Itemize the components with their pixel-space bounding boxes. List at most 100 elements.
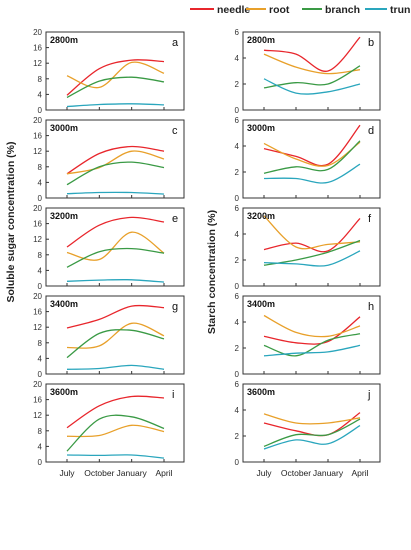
series-line-needle xyxy=(66,304,165,329)
series-line-trunk xyxy=(263,163,361,184)
series-line-needle xyxy=(263,217,361,253)
y-tick-label: 0 xyxy=(235,370,240,379)
y-tick-label: 8 xyxy=(38,163,43,172)
y-tick-label: 20 xyxy=(33,28,42,37)
y-tick-label: 6 xyxy=(235,116,240,125)
panel-d: 0 2 4 6 3000m d xyxy=(235,116,381,203)
legend-label-trunk: trunk xyxy=(390,4,411,16)
x-tick-label: October xyxy=(84,468,114,478)
elevation-label: 3400m xyxy=(50,299,78,309)
panel-e: 0 4 8 12 16 20 3200m e xyxy=(33,204,185,291)
elevation-label: 2800m xyxy=(50,35,78,45)
y-tick-label: 6 xyxy=(235,28,240,37)
panel-frame xyxy=(45,383,185,463)
series-line-branch xyxy=(66,247,165,268)
elevation-label: 2800m xyxy=(247,35,275,45)
y-tick-label: 0 xyxy=(38,458,43,467)
series-line-needle xyxy=(263,316,361,345)
panel-frame xyxy=(45,119,185,199)
series-line-needle xyxy=(66,145,165,175)
legend-label-branch: branch xyxy=(325,4,360,16)
left-y-axis-title: Soluble sugar concentration (%) xyxy=(5,141,17,302)
y-tick-label: 0 xyxy=(38,194,43,203)
series-line-trunk xyxy=(263,78,361,95)
panel-letter: j xyxy=(367,389,370,401)
y-tick-label: 6 xyxy=(235,380,240,389)
y-tick-label: 0 xyxy=(235,106,240,115)
y-tick-label: 8 xyxy=(38,251,43,260)
panel-frame xyxy=(45,31,185,111)
panel-frame xyxy=(242,383,381,463)
series-line-root xyxy=(263,215,361,250)
panel-a: 0 4 8 12 16 20 2800m a xyxy=(33,28,185,115)
y-tick-label: 16 xyxy=(33,308,42,317)
series-line-needle xyxy=(66,216,165,248)
y-tick-label: 2 xyxy=(235,256,240,265)
panel-letter: b xyxy=(368,37,374,49)
series-line-needle xyxy=(263,124,361,167)
y-tick-label: 2 xyxy=(235,168,240,177)
series-line-trunk xyxy=(66,454,165,459)
y-tick-label: 4 xyxy=(235,406,240,415)
y-tick-label: 2 xyxy=(235,80,240,89)
legend-label-root: root xyxy=(269,4,290,16)
y-tick-label: 16 xyxy=(33,396,42,405)
panel-i: 0 4 8 12 16 20 3600m i xyxy=(33,380,185,467)
panel-frame xyxy=(242,119,381,199)
y-tick-label: 4 xyxy=(235,54,240,63)
series-line-branch xyxy=(263,239,361,266)
y-tick-label: 4 xyxy=(38,354,43,363)
series-line-branch xyxy=(263,65,361,89)
legend-label-needle: needle xyxy=(217,4,250,16)
panel-frame xyxy=(242,207,381,287)
series-line-trunk xyxy=(66,279,165,283)
series-line-trunk xyxy=(66,364,165,370)
y-tick-label: 8 xyxy=(38,75,43,84)
series-line-trunk xyxy=(263,425,361,450)
y-tick-label: 20 xyxy=(33,116,42,125)
series-line-root xyxy=(263,314,361,338)
y-tick-label: 0 xyxy=(38,370,43,379)
right-y-axis-title: Starch concentration (%) xyxy=(206,210,218,334)
series-line-trunk xyxy=(263,250,361,267)
y-tick-label: 8 xyxy=(38,427,43,436)
elevation-label: 3000m xyxy=(50,123,78,133)
panel-h: 0 2 4 6 3400m h xyxy=(235,292,381,379)
series-line-root xyxy=(66,322,165,349)
y-tick-label: 20 xyxy=(33,204,42,213)
series-line-branch xyxy=(66,161,165,186)
series-line-branch xyxy=(263,418,361,448)
series-line-branch xyxy=(263,140,361,174)
series-line-trunk xyxy=(66,191,165,195)
series-line-needle xyxy=(66,395,165,429)
x-tick-label: January xyxy=(313,468,344,478)
panel-letter: a xyxy=(172,37,179,49)
panel-f: 0 2 4 6 3200m f xyxy=(235,204,381,291)
panel-frame xyxy=(45,207,185,287)
y-tick-label: 20 xyxy=(33,380,42,389)
y-tick-label: 8 xyxy=(38,339,43,348)
series-line-root xyxy=(263,141,361,167)
y-tick-label: 4 xyxy=(235,318,240,327)
y-tick-label: 12 xyxy=(33,147,42,156)
elevation-label: 3400m xyxy=(247,299,275,309)
y-tick-label: 0 xyxy=(235,194,240,203)
elevation-label: 3600m xyxy=(247,387,275,397)
y-tick-label: 12 xyxy=(33,59,42,68)
y-tick-label: 0 xyxy=(38,282,43,291)
x-tick-label: April xyxy=(155,468,172,478)
panel-frame xyxy=(242,295,381,375)
y-tick-label: 2 xyxy=(235,344,240,353)
series-line-branch xyxy=(66,329,165,359)
y-tick-label: 0 xyxy=(38,106,43,115)
y-tick-label: 6 xyxy=(235,204,240,213)
x-tick-label: January xyxy=(117,468,148,478)
y-tick-label: 4 xyxy=(235,142,240,151)
panel-letter: i xyxy=(172,389,174,401)
x-axis-labels: July October January April July October Januar… xyxy=(59,468,368,478)
y-tick-label: 4 xyxy=(38,90,43,99)
elevation-label: 3200m xyxy=(247,211,275,221)
y-tick-label: 4 xyxy=(38,266,43,275)
x-tick-label: October xyxy=(281,468,311,478)
